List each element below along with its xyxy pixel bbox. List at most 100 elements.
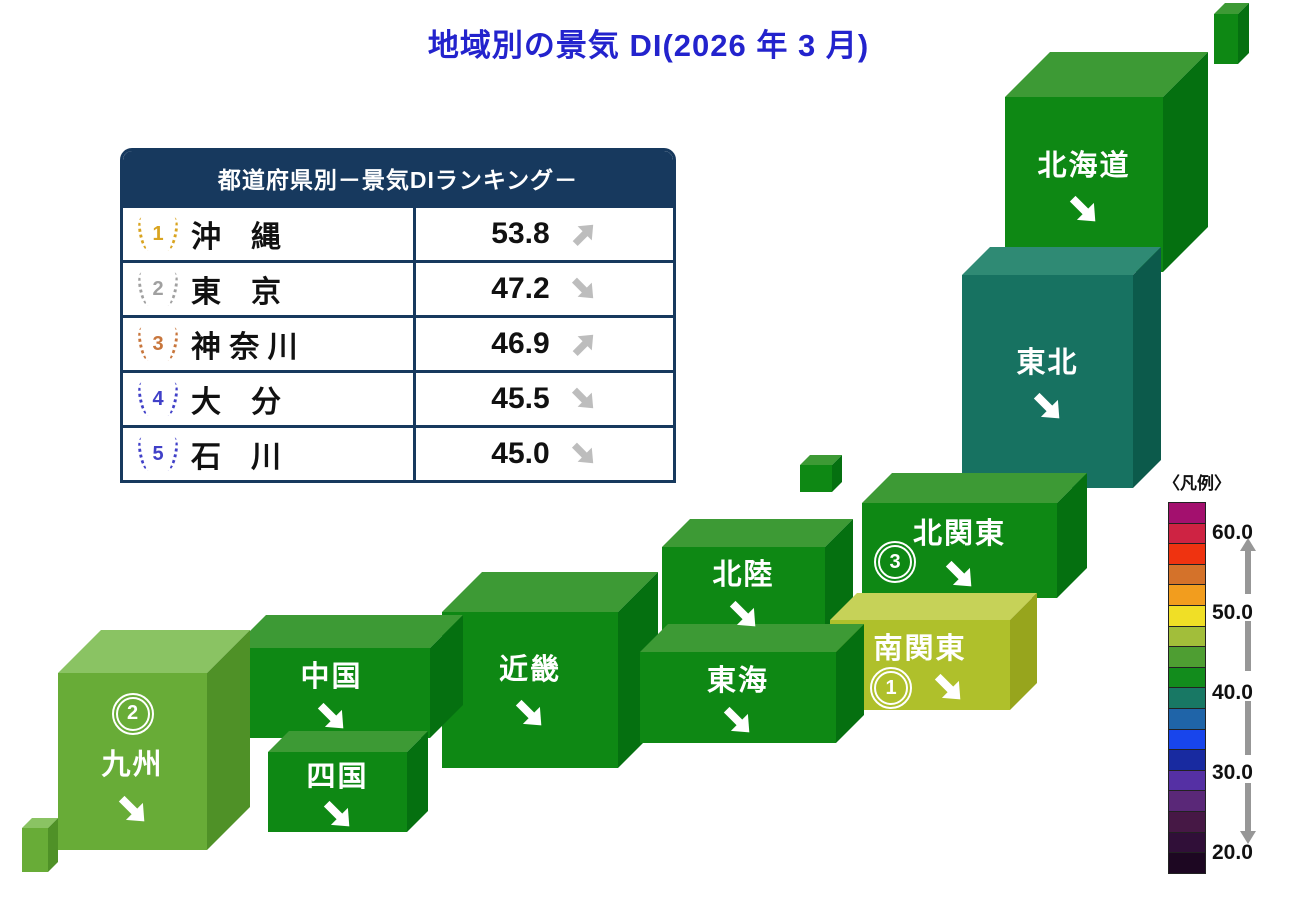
trend-arrow-icon bbox=[935, 550, 983, 598]
di-value: 53.8 bbox=[491, 217, 550, 250]
prefecture-name: 東 京 bbox=[191, 276, 281, 309]
di-value: 45.5 bbox=[491, 382, 550, 415]
legend-cell bbox=[1169, 853, 1205, 873]
trend-arrow-icon bbox=[564, 379, 604, 419]
legend-title: 〈凡例〉 bbox=[1163, 474, 1231, 493]
trend-arrow-icon bbox=[564, 269, 604, 309]
ranking-table-header: 都道府県別－景気DIランキング－ bbox=[123, 151, 673, 205]
prefecture-ranking-table: 都道府県別－景気DIランキング－ 1 沖 縄 53.8 2 東 京 47.2 bbox=[120, 148, 676, 483]
table-row: 4 大 分 45.5 bbox=[123, 370, 673, 425]
di-value-cell: 53.8 bbox=[416, 208, 673, 260]
region-block-hokkaido: 北海道 bbox=[1005, 52, 1208, 272]
legend-cell bbox=[1169, 811, 1205, 833]
legend-cell bbox=[1169, 564, 1205, 586]
region-label: 北関東 bbox=[912, 517, 1006, 550]
legend-arrow-shaft bbox=[1245, 783, 1251, 831]
legend-cell bbox=[1169, 770, 1205, 792]
region-block-tokai: 東海 bbox=[640, 624, 864, 745]
legend-arrow-shaft bbox=[1245, 701, 1251, 755]
legend-cell bbox=[1169, 544, 1205, 565]
region-label: 北陸 bbox=[712, 558, 775, 591]
legend-arrow-shaft bbox=[1245, 621, 1251, 671]
rank-laurel-icon: 1 bbox=[135, 213, 181, 255]
di-value-cell: 45.0 bbox=[416, 428, 673, 480]
legend-cell bbox=[1169, 729, 1205, 751]
region-block-shikoku: 四国 bbox=[268, 731, 428, 832]
rank-laurel-icon: 4 bbox=[135, 378, 181, 420]
prefecture-cell: 5 石 川 bbox=[123, 428, 416, 480]
legend-cell bbox=[1169, 832, 1205, 854]
region-block-kitakanto: 3 北関東 bbox=[862, 473, 1087, 598]
rank-laurel-icon: 2 bbox=[135, 268, 181, 310]
trend-arrow-icon bbox=[313, 790, 361, 838]
legend-cell bbox=[1169, 667, 1205, 689]
legend-cell bbox=[1169, 750, 1205, 771]
island-block-sado bbox=[800, 455, 842, 492]
region-block-minamikanto: 南関東 1 bbox=[830, 593, 1037, 710]
legend-arrow-shaft bbox=[1245, 550, 1251, 594]
legend-tick-50: 50.0 bbox=[1212, 601, 1253, 624]
prefecture-cell: 3 神 奈 川 bbox=[123, 318, 416, 370]
rank-badge: 2 bbox=[111, 692, 154, 735]
region-label: 北海道 bbox=[1037, 150, 1131, 182]
di-value-cell: 45.5 bbox=[416, 373, 673, 425]
legend-color-scale bbox=[1168, 502, 1206, 874]
rank-number: 4 bbox=[152, 387, 164, 410]
block-top-face bbox=[233, 615, 463, 648]
trend-arrow-icon bbox=[506, 690, 554, 738]
prefecture-cell: 1 沖 縄 bbox=[123, 208, 416, 260]
rank-badge: 3 bbox=[874, 541, 916, 583]
region-label: 九州 bbox=[101, 748, 164, 781]
region-label: 南関東 bbox=[873, 633, 967, 665]
rank-number: 5 bbox=[152, 442, 164, 465]
prefecture-name: 大 分 bbox=[191, 386, 281, 419]
region-label: 四国 bbox=[306, 760, 369, 793]
di-value-cell: 46.9 bbox=[416, 318, 673, 370]
legend-tick-30: 30.0 bbox=[1212, 761, 1253, 784]
legend-cell bbox=[1169, 688, 1205, 709]
region-label: 中国 bbox=[300, 660, 363, 693]
island-block-northeast bbox=[1214, 3, 1249, 64]
trend-arrow-icon bbox=[564, 324, 604, 364]
rank-laurel-icon: 3 bbox=[135, 323, 181, 365]
region-block-tohoku: 東北 bbox=[962, 247, 1161, 488]
table-row: 3 神 奈 川 46.9 bbox=[123, 315, 673, 370]
island-block-okinawa bbox=[22, 818, 58, 872]
trend-arrow-icon bbox=[564, 434, 604, 474]
prefecture-name: 石 川 bbox=[191, 441, 281, 474]
prefecture-cell: 4 大 分 bbox=[123, 373, 416, 425]
di-value: 47.2 bbox=[491, 272, 550, 305]
prefecture-name: 神 奈 川 bbox=[191, 331, 298, 364]
legend-cell bbox=[1169, 708, 1205, 730]
rank-number: 3 bbox=[152, 332, 164, 355]
rank-badge: 1 bbox=[870, 667, 912, 709]
prefecture-cell: 2 東 京 bbox=[123, 263, 416, 315]
trend-arrow-icon bbox=[307, 692, 355, 740]
page-title: 地域別の景気 DI(2026 年 3 月) bbox=[427, 28, 870, 63]
di-value-cell: 47.2 bbox=[416, 263, 673, 315]
legend-cell bbox=[1169, 791, 1205, 812]
di-value: 45.0 bbox=[491, 437, 550, 470]
block-top-face bbox=[662, 519, 853, 547]
trend-arrow-icon bbox=[108, 785, 156, 833]
block-side-face bbox=[1133, 247, 1161, 488]
legend-arrow-up-icon bbox=[1240, 538, 1256, 551]
region-block-kyushu: 2 九州 bbox=[58, 630, 250, 850]
trend-arrow-icon bbox=[714, 697, 762, 745]
trend-arrow-icon bbox=[1060, 186, 1108, 234]
prefecture-name: 沖 縄 bbox=[191, 221, 281, 254]
legend-tick-20: 20.0 bbox=[1212, 841, 1253, 864]
region-label: 近畿 bbox=[498, 654, 561, 686]
trend-arrow-icon bbox=[564, 214, 604, 254]
legend-cell bbox=[1169, 605, 1205, 627]
rank-number: 1 bbox=[152, 222, 164, 245]
block-side-face bbox=[48, 818, 58, 872]
rank-number: 2 bbox=[152, 277, 164, 300]
trend-arrow-icon bbox=[719, 590, 767, 638]
table-row: 5 石 川 45.0 bbox=[123, 425, 673, 480]
region-block-hokuriku: 北陸 bbox=[662, 519, 853, 638]
region-block-kinki: 近畿 bbox=[442, 572, 658, 768]
legend-cell bbox=[1169, 626, 1205, 648]
legend-cell bbox=[1169, 585, 1205, 606]
